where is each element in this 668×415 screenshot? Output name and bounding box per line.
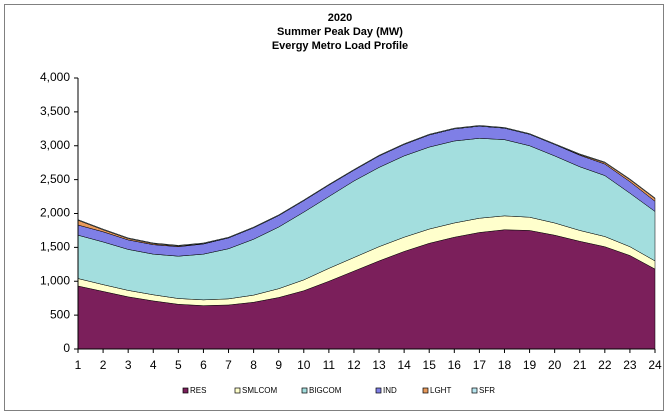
x-tick-label: 17 [473,358,487,372]
y-tick-label: 3,000 [40,138,70,152]
x-tick-label: 13 [372,358,386,372]
y-tick-label: 3,500 [40,104,70,118]
x-tick-label: 14 [397,358,411,372]
area [77,125,656,247]
legend-label: SMLCOM [242,386,277,395]
legend-label: LGHT [430,386,451,395]
x-tick-label: 23 [623,358,637,372]
x-tick-label: 7 [225,358,232,372]
y-tick-label: 1,000 [40,273,70,287]
y-tick-label: 1,500 [40,240,70,254]
chart-title: Summer Peak Day (MW) [277,26,403,38]
x-tick-label: 24 [648,358,662,372]
x-tick-label: 6 [200,358,207,372]
x-tick-label: 1 [75,358,82,372]
legend-label: RES [190,386,206,395]
x-tick-label: 16 [448,358,462,372]
legend-swatch [375,387,382,394]
y-tick-label: 500 [50,307,70,321]
legend-swatch [422,387,429,394]
legend-swatch [471,387,478,394]
x-tick-label: 5 [175,358,182,372]
x-tick-label: 8 [250,358,257,372]
x-tick-label: 22 [598,358,612,372]
x-tick-label: 12 [347,358,361,372]
legend-swatch [301,387,308,394]
x-tick-label: 18 [498,358,512,372]
x-tick-label: 21 [573,358,587,372]
x-tick-label: 15 [423,358,437,372]
legend-label: SFR [479,386,495,395]
x-tick-label: 19 [523,358,537,372]
y-tick-label: 0 [63,341,70,355]
chart-title: Evergy Metro Load Profile [272,40,408,52]
x-tick-label: 11 [323,358,336,372]
x-tick-label: 2 [100,358,107,372]
x-tick-label: 10 [297,358,311,372]
legend-label: IND [383,386,397,395]
legend-swatch [234,387,241,394]
legend-swatch [182,387,189,394]
x-tick-label: 4 [150,358,157,372]
y-tick-label: 2,000 [40,206,70,220]
y-tick-label: 4,000 [40,70,70,84]
x-tick-label: 9 [275,358,282,372]
x-tick-label: 3 [125,358,132,372]
x-tick-label: 20 [548,358,562,372]
legend-label: BIGCOM [309,386,342,395]
y-tick-label: 2,500 [40,172,70,186]
chart-title: 2020 [328,12,352,24]
